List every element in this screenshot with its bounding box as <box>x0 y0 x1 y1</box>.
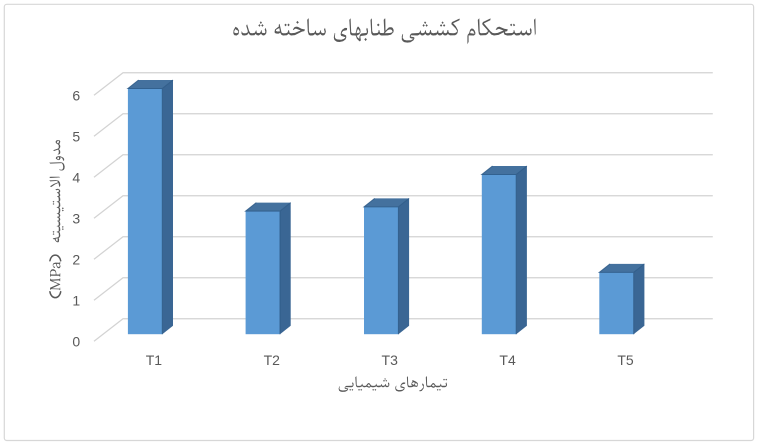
svg-text:T2: T2 <box>264 352 281 368</box>
svg-text:T5: T5 <box>617 352 634 368</box>
svg-text:0: 0 <box>72 333 80 349</box>
svg-text:4: 4 <box>72 169 80 185</box>
svg-text:T4: T4 <box>499 352 516 368</box>
svg-text:T3: T3 <box>382 352 399 368</box>
svg-text:5: 5 <box>72 128 80 144</box>
svg-text:2: 2 <box>72 251 80 267</box>
svg-text:T1: T1 <box>146 352 163 368</box>
svg-text:1: 1 <box>72 292 80 308</box>
svg-text:3: 3 <box>72 210 80 226</box>
svg-text:6: 6 <box>72 87 80 103</box>
